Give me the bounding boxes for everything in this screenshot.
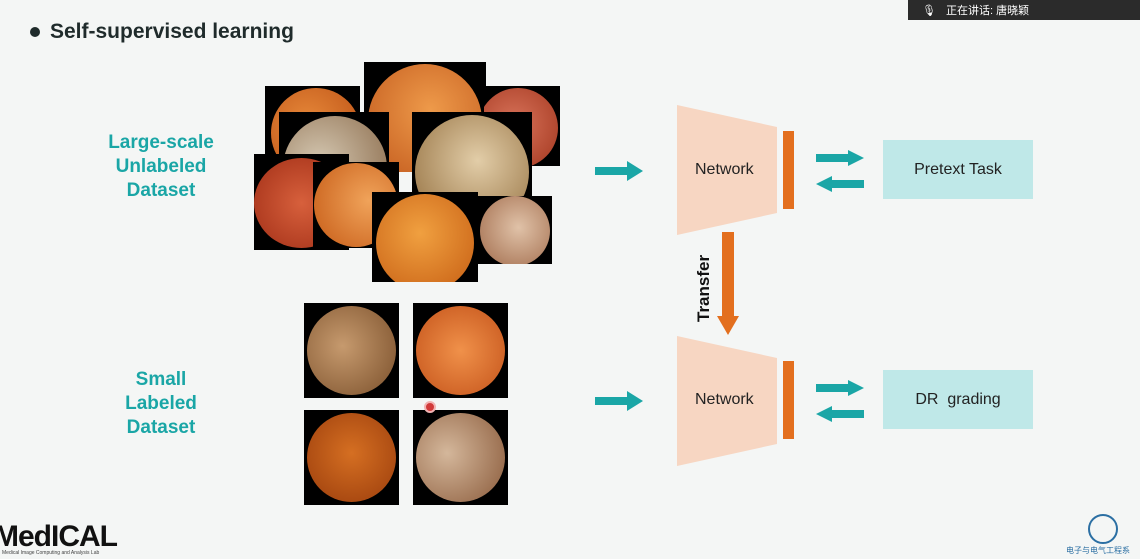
label-line: Large-scale	[108, 132, 214, 153]
fundus-image	[372, 192, 478, 282]
labeled-fundus-image	[304, 303, 399, 398]
bullet-icon	[30, 27, 40, 37]
feature-bar-bottom	[783, 361, 794, 439]
network-top-label: Network	[695, 161, 754, 178]
network-top-shape	[677, 105, 777, 235]
label-line: Unlabeled	[115, 156, 207, 177]
department-name: 电子与电气工程系	[1066, 546, 1130, 555]
network-bottom-label: Network	[695, 391, 754, 408]
fundus-image	[478, 196, 552, 264]
dr-grading-box: DR grading	[883, 370, 1033, 429]
pretext-task-box: Pretext Task	[883, 140, 1033, 199]
label-line: Dataset	[126, 180, 196, 201]
lab-logo: MedICAL	[0, 520, 118, 553]
labeled-dataset-label: Small Labeled Dataset	[100, 368, 222, 440]
label-line: Small	[135, 369, 187, 390]
slide-title: Self-supervised learning	[30, 20, 294, 44]
speaker-banner: 🎙 正在讲话: 唐晓颖	[908, 0, 1140, 20]
label-line: Labeled	[125, 393, 197, 414]
arrow-right-icon	[595, 391, 643, 411]
bidirectional-arrows-icon	[816, 150, 864, 192]
title-text: Self-supervised learning	[50, 20, 294, 43]
network-bottom-shape	[677, 336, 777, 466]
arrow-right-icon	[595, 161, 643, 181]
speaker-avatar-icon: 🎙	[922, 4, 936, 17]
laser-pointer	[424, 401, 436, 413]
label-line: Dataset	[126, 417, 196, 438]
labeled-fundus-image	[413, 410, 508, 505]
bidirectional-arrows-icon	[816, 380, 864, 422]
labeled-fundus-image	[304, 410, 399, 505]
lab-logo-subtitle: Medical Image Computing and Analysis Lab	[2, 550, 100, 556]
unlabeled-dataset-label: Large-scale Unlabeled Dataset	[100, 131, 222, 203]
arrow-down-icon	[717, 232, 739, 335]
labeled-fundus-image	[413, 303, 508, 398]
speaker-text: 正在讲话: 唐晓颖	[945, 5, 1030, 17]
unlabeled-image-collage	[252, 62, 562, 282]
transfer-label: Transfer	[694, 254, 713, 322]
university-seal-icon	[1088, 514, 1118, 544]
feature-bar-top	[783, 131, 794, 209]
